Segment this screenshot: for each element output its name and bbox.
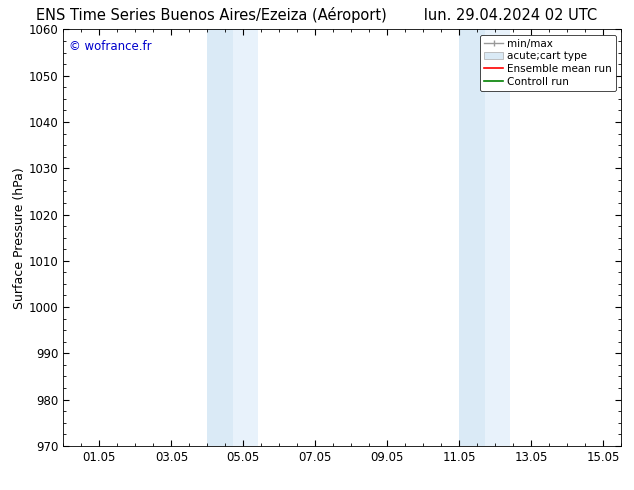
- Bar: [460, 29, 484, 446]
- Y-axis label: Surface Pressure (hPa): Surface Pressure (hPa): [13, 167, 26, 309]
- Legend: min/max, acute;cart type, Ensemble mean run, Controll run: min/max, acute;cart type, Ensemble mean …: [480, 35, 616, 91]
- Text: ENS Time Series Buenos Aires/Ezeiza (Aéroport)        lun. 29.04.2024 02 UTC: ENS Time Series Buenos Aires/Ezeiza (Aér…: [36, 7, 598, 24]
- Bar: [207, 29, 233, 446]
- Bar: [233, 29, 258, 446]
- Bar: [484, 29, 510, 446]
- Text: © wofrance.fr: © wofrance.fr: [69, 40, 152, 53]
